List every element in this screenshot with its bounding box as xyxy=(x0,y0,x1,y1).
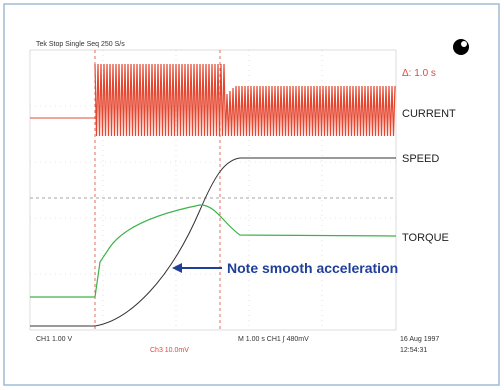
page: Tek Stop Single Seq 250 S/s Δ: 1.0 s CUR… xyxy=(0,0,504,390)
logo xyxy=(461,41,467,47)
footer-text: CH1 1.00 V xyxy=(36,336,73,343)
status: Tek Stop Single Seq 250 S/s xyxy=(36,41,125,48)
footer-text: 16 Aug 1997 xyxy=(400,336,439,343)
trace-label: SPEED xyxy=(402,153,439,165)
logo xyxy=(453,39,469,55)
footer-text: 12:54:31 xyxy=(400,347,427,354)
annotation: Note smooth acceleration xyxy=(227,260,398,276)
trace-label: CURRENT xyxy=(402,108,456,120)
trace-label: TORQUE xyxy=(402,232,449,244)
footer-text: M 1.00 s CH1 ∫ 480mV xyxy=(238,336,309,343)
footer-text: Ch3 10.0mV xyxy=(150,347,189,354)
delta: Δ: 1.0 s xyxy=(402,68,436,79)
